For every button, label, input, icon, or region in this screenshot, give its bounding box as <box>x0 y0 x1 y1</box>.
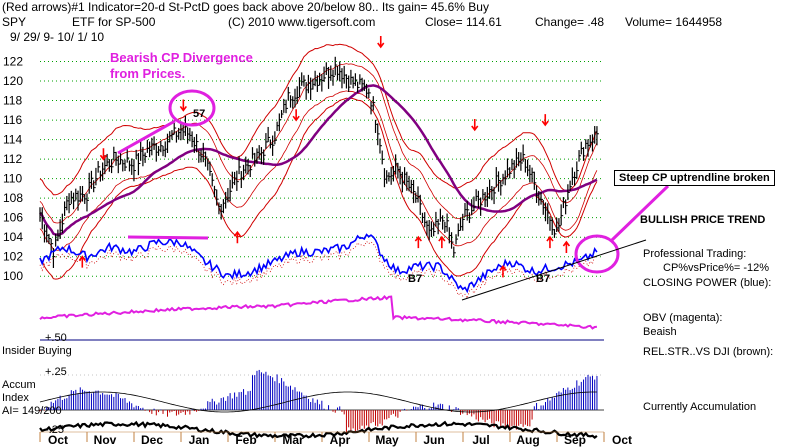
marker-57: 57 <box>193 108 206 120</box>
divergence-note-line1: Bearish CP Divergence <box>110 50 253 65</box>
y-tick-label: 112 <box>3 152 22 166</box>
y-tick-label: 102 <box>3 250 23 264</box>
buy-arrow <box>546 235 554 249</box>
buy-arrow <box>438 235 446 249</box>
sell-arrow <box>292 109 300 122</box>
plus25-label: +.25 <box>45 366 67 378</box>
bollinger-bands <box>39 43 598 280</box>
divergence-note-line2: from Prices. <box>110 66 186 81</box>
inner-lower-band <box>39 90 598 251</box>
accumulation-index <box>39 369 604 435</box>
y-tick-label: 114 <box>3 133 22 147</box>
marker-b7-may: B7 <box>408 273 423 285</box>
red-arrow-signals <box>78 36 571 278</box>
month-label: Apr <box>330 433 351 447</box>
month-label: Oct <box>48 433 68 447</box>
buy-arrow <box>78 255 86 268</box>
month-label: Nov <box>94 433 117 447</box>
relative-strength-line <box>39 420 598 440</box>
month-label: Jan <box>189 433 210 447</box>
month-label: Jun <box>423 433 444 447</box>
volume-value: Volume= 1644958 <box>625 15 723 29</box>
sell-arrow <box>471 118 479 132</box>
sell-arrow <box>541 114 549 127</box>
divergence-circle <box>168 89 216 127</box>
price-bars <box>39 56 599 268</box>
prof-trading-label: Professional Trading: <box>643 248 747 260</box>
breakout-circle <box>574 234 620 274</box>
buy-arrow <box>499 265 507 278</box>
ai-label: AI= 149/200 <box>2 405 62 417</box>
buy-arrow <box>414 235 422 249</box>
lower-band <box>39 97 598 280</box>
month-axis-labels: Oct Nov Dec Jan Feb Mar Apr May Jun Jul Aug Sep Oct <box>39 432 632 447</box>
sell-arrow <box>99 148 108 161</box>
index-label: Index <box>2 392 29 404</box>
cp-divergence-line <box>127 235 209 240</box>
y-tick-label: 118 <box>3 94 22 108</box>
symbol: SPY <box>2 15 27 29</box>
obv-label: OBV (magenta): <box>643 312 723 324</box>
change-value: Change= .48 <box>535 15 605 29</box>
moving-average <box>39 84 598 236</box>
obv-value: Beaish <box>643 326 677 338</box>
minus25-label: -.25 <box>45 424 64 436</box>
uptrend-broken-box: Steep CP uptrendline broken <box>614 170 775 186</box>
y-tick-label: 100 <box>3 269 23 283</box>
indicator-description: (Red arrows)#1 Indicator=20-d St-PctD go… <box>2 0 489 14</box>
copyright: (C) 2010 www.tigersoft.com <box>228 15 376 29</box>
y-tick-label: 122 <box>3 55 23 69</box>
y-tick-label: 106 <box>3 211 23 225</box>
y-tick-label: 120 <box>3 74 23 88</box>
month-label: Oct <box>612 433 632 447</box>
month-label: May <box>375 433 399 447</box>
cp-vs-price-label: CP%vsPrice%= -12% <box>663 262 770 274</box>
insider-buying-label: Insider Buying <box>2 345 72 357</box>
buy-arrow <box>562 240 571 253</box>
month-label: Dec <box>141 433 163 447</box>
date-range: 9/ 29/ 9- 10/ 1/ 10 <box>10 30 105 44</box>
sell-arrow <box>377 36 385 49</box>
rel-strength-line <box>39 420 598 440</box>
obv-line <box>39 295 604 341</box>
closing-power-line <box>39 233 598 294</box>
close-value: Close= 114.61 <box>425 15 502 29</box>
y-tick-label: 108 <box>3 191 23 205</box>
relstr-label: REL.STR..VS DJI (brown): <box>643 346 774 358</box>
accum-label: Accum <box>2 379 36 391</box>
marker-b7-aug: B7 <box>536 273 551 285</box>
annotation-lines <box>40 89 670 433</box>
y-tick-label: 110 <box>3 172 22 186</box>
price-axis-labels: 100 102 104 106 108 110 112 114 116 118 120 122 <box>3 55 23 284</box>
plus50-label: +.50 <box>45 332 67 344</box>
y-tick-label: 104 <box>3 230 23 244</box>
bullish-trend-label: BULLISH PRICE TREND <box>640 214 766 226</box>
upper-band <box>39 43 598 196</box>
sell-arrow <box>179 99 187 112</box>
closing-power-label: CLOSING POWER (blue): <box>643 277 772 289</box>
closing-power-line <box>39 233 598 300</box>
cp-uptrend-line <box>461 239 647 301</box>
etf-label: ETF for SP-500 <box>72 15 156 29</box>
moving-average-line <box>39 84 598 236</box>
price-divergence-line <box>117 119 176 155</box>
accum-ma-line <box>39 391 597 413</box>
inner-upper-band <box>39 63 598 224</box>
buy-arrow <box>233 230 242 244</box>
obv-line <box>39 295 597 330</box>
month-label: Jul <box>472 433 489 447</box>
currently-accum-label: Currently Accumulation <box>643 401 757 413</box>
pointer-line <box>610 184 670 242</box>
y-tick-label: 116 <box>3 113 22 127</box>
month-label: Aug <box>516 433 539 447</box>
